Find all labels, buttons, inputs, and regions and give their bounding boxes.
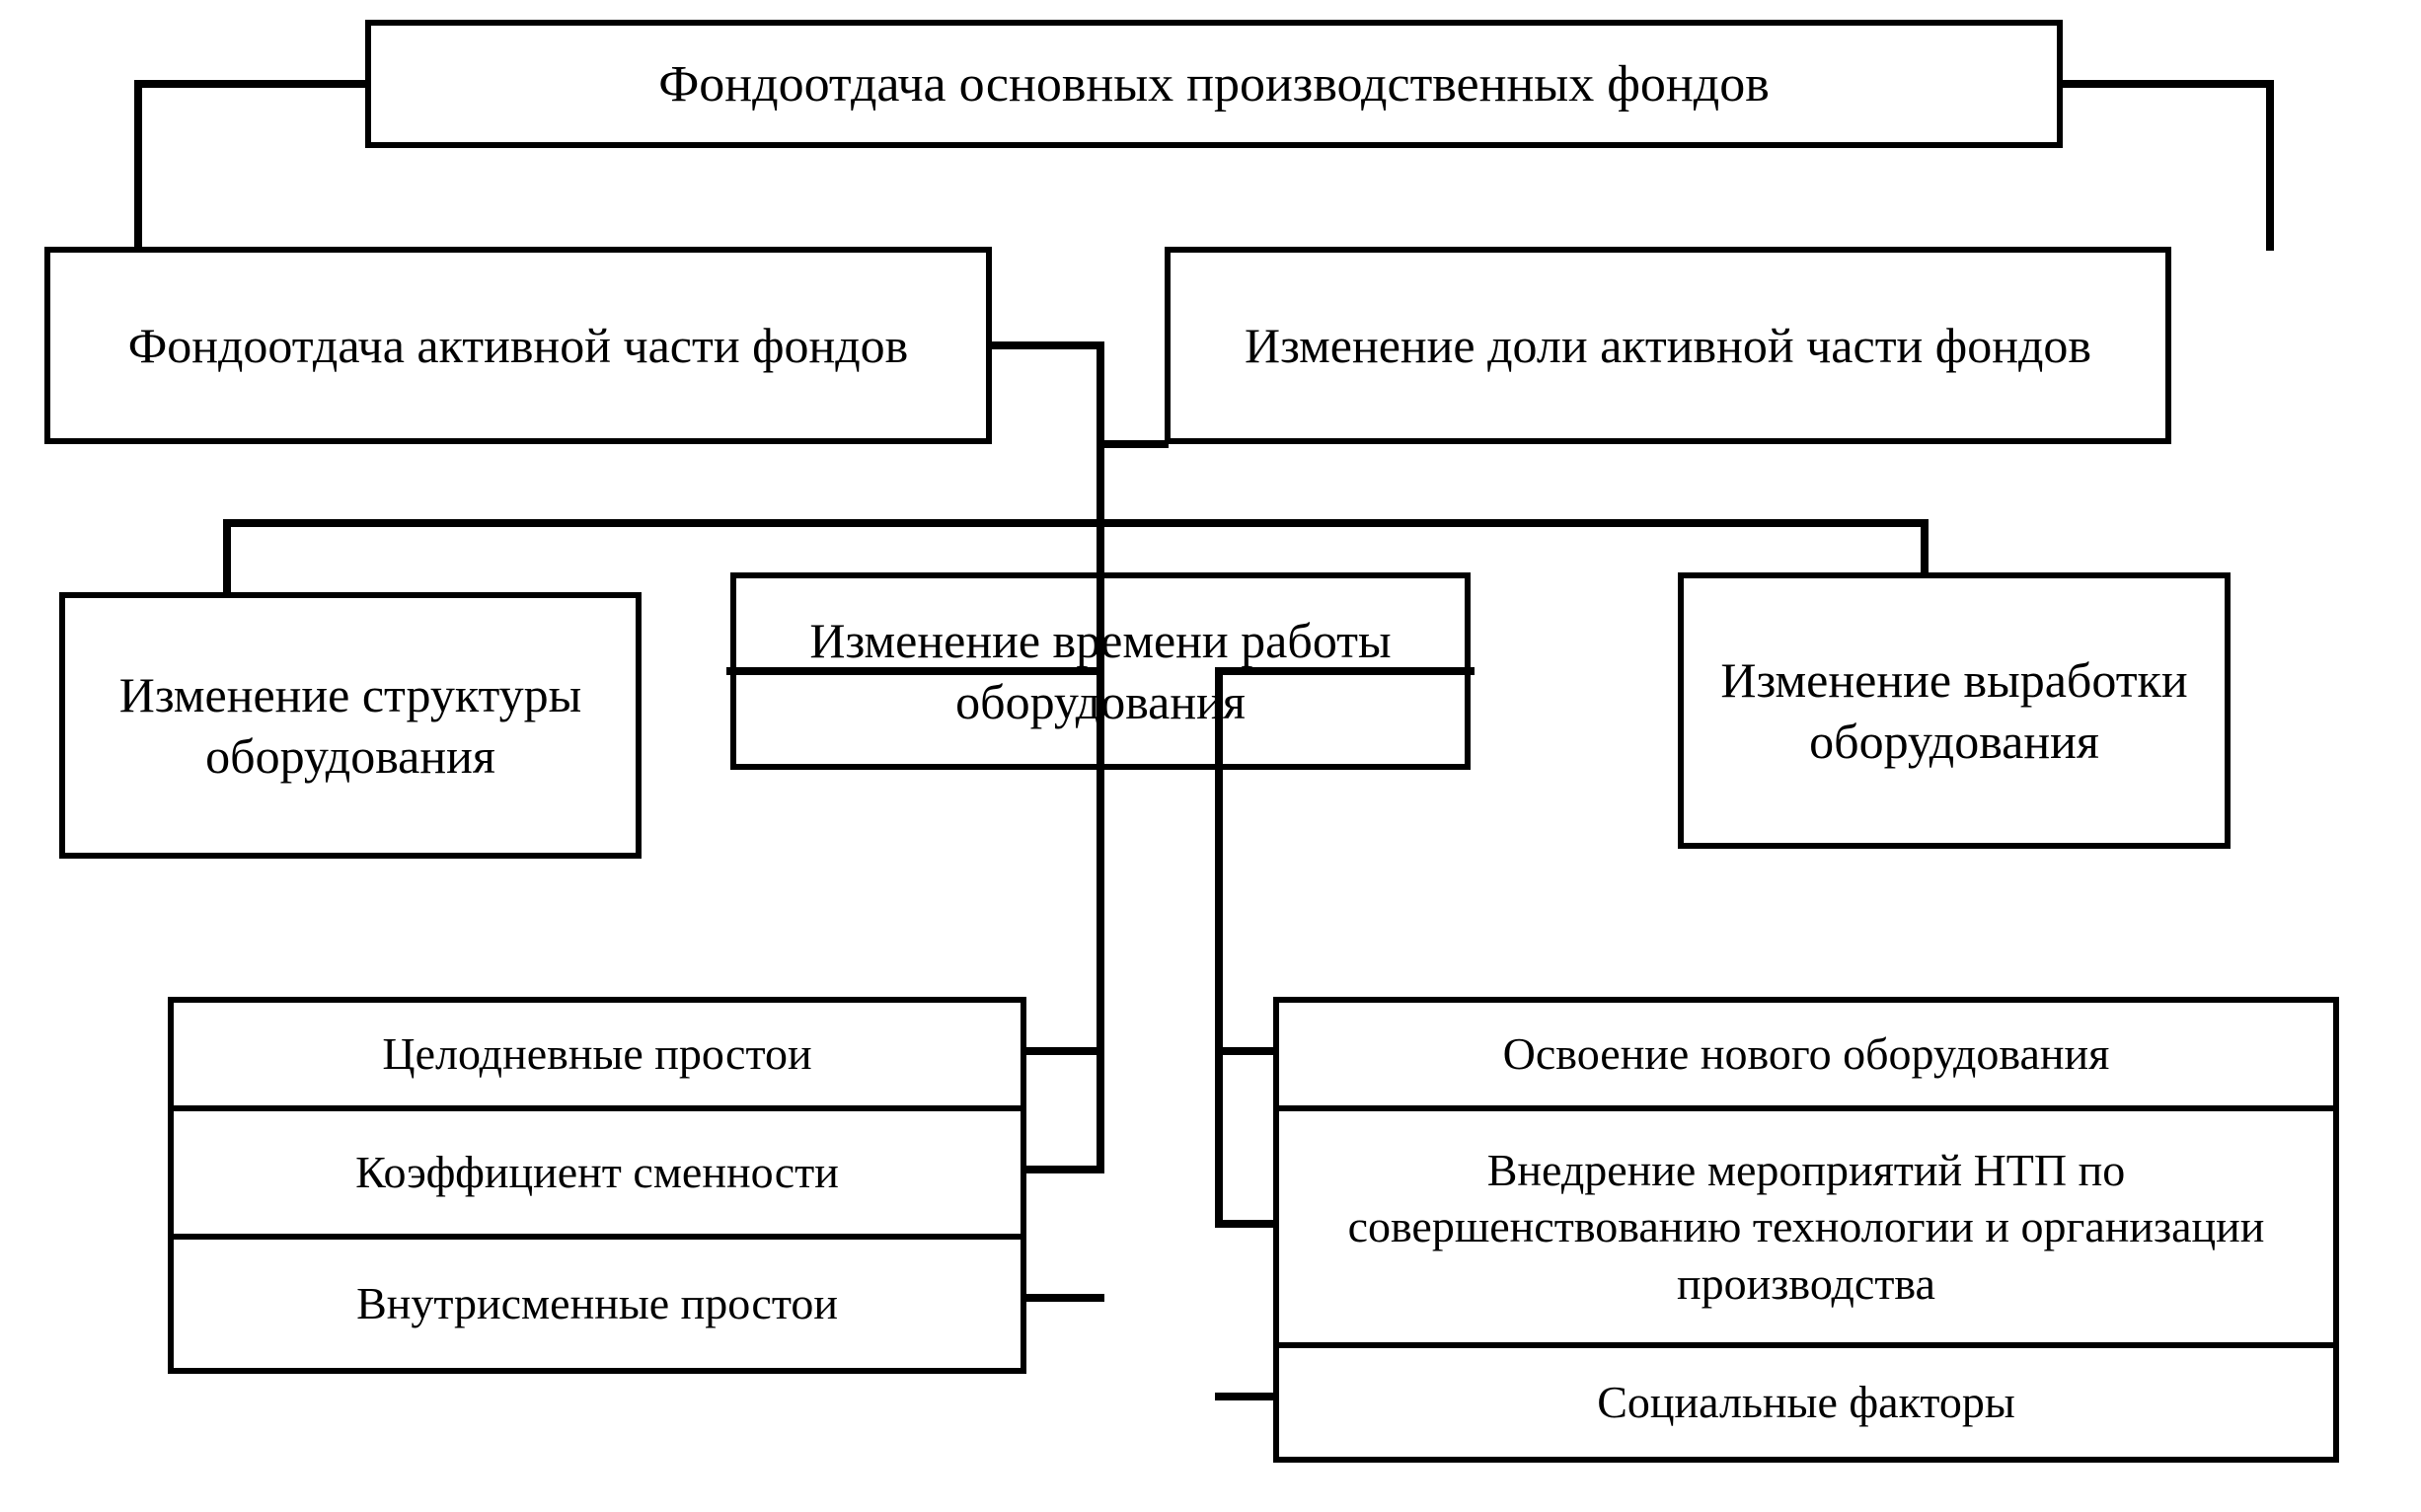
node-l3-b-label: Изменение времени работы оборудования [760, 610, 1441, 733]
node-l2-left-label: Фондоотдача активной части фондов [128, 315, 909, 377]
stack-left-cell-2: Внутрисменные простои [174, 1240, 1021, 1368]
stack-right-cell-0-label: Освоение нового оборудования [1503, 1025, 2110, 1083]
stack-left-cell-1-label: Коэффициент сменности [355, 1144, 839, 1201]
stack-right: Освоение нового оборудования Внедрение м… [1273, 997, 2339, 1463]
stack-left-cell-0: Целодневные простои [174, 1003, 1021, 1111]
node-root: Фондоотдача основных производственных фо… [365, 20, 2063, 148]
node-root-label: Фондоотдача основных производственных фо… [658, 52, 1770, 116]
node-l3-c-label: Изменение выработки оборудования [1707, 649, 2201, 773]
stack-left-cell-0-label: Целодневные простои [382, 1025, 811, 1083]
stack-right-cell-2: Социальные факторы [1279, 1348, 2333, 1457]
node-l2-right: Изменение доли активной части фондов [1165, 247, 2171, 444]
node-l2-right-label: Изменение доли активной части фондов [1245, 315, 2091, 377]
stack-left-cell-1: Коэффициент сменности [174, 1111, 1021, 1240]
node-l3-a-label: Изменение структуры оборудования [89, 664, 612, 788]
stack-left: Целодневные простои Коэффициент сменност… [168, 997, 1026, 1374]
node-l2-left: Фондоотдача активной части фондов [44, 247, 992, 444]
stack-left-cell-2-label: Внутрисменные простои [356, 1275, 838, 1332]
stack-right-cell-1: Внедрение мероприятий НТП по совершенств… [1279, 1111, 2333, 1348]
node-l3-a: Изменение структуры оборудования [59, 592, 642, 859]
stack-right-cell-1-label: Внедрение мероприятий НТП по совершенств… [1303, 1142, 2309, 1313]
node-l3-c: Изменение выработки оборудования [1678, 572, 2231, 849]
node-l3-b: Изменение времени работы оборудования [730, 572, 1471, 770]
stack-right-cell-0: Освоение нового оборудования [1279, 1003, 2333, 1111]
stack-right-cell-2-label: Социальные факторы [1597, 1374, 2014, 1431]
